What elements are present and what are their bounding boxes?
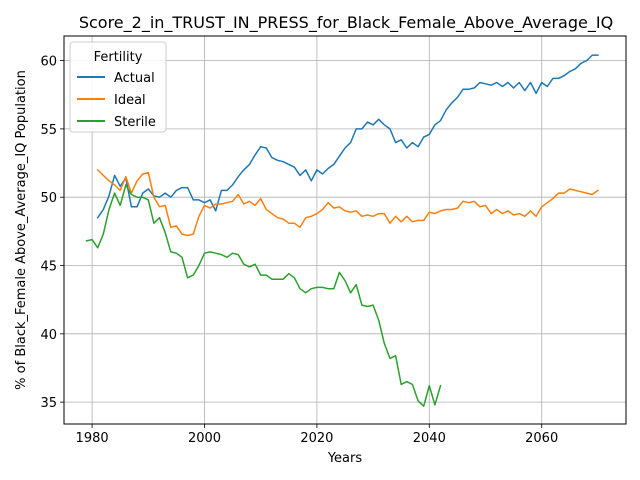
y-axis-label: % of Black_Female Above_Average_IQ Popul…: [14, 70, 29, 390]
x-tick-label: 2040: [413, 431, 446, 446]
y-tick-label: 40: [40, 328, 57, 343]
legend-label-ideal: Ideal: [114, 93, 146, 108]
y-tick-label: 55: [40, 123, 57, 138]
series-line-ideal: [96, 168, 599, 237]
chart-title: Score_2_in_TRUST_IN_PRESS_for_Black_Fema…: [79, 13, 613, 33]
y-tick-label: 60: [40, 55, 57, 70]
series-lines: [85, 54, 599, 407]
x-tick-label: 2020: [300, 431, 333, 446]
legend: Fertility Actual Ideal Sterile: [69, 41, 167, 133]
x-tick-label: 1980: [76, 431, 109, 446]
plot-frame: [63, 35, 627, 425]
series-line-actual: [96, 54, 599, 219]
legend-label-sterile: Sterile: [114, 115, 156, 130]
legend-label-actual: Actual: [114, 71, 155, 86]
x-axis-label: Years: [327, 451, 363, 466]
legend-title: Fertility: [94, 50, 143, 65]
y-tick-label: 50: [40, 191, 57, 206]
y-tick-label: 35: [40, 396, 57, 411]
y-tick-label: 45: [40, 260, 57, 275]
axis-ticks: 1980 2000 2020 2040 2060 35 40 45 50 55 60: [40, 55, 558, 446]
series-line-sterile: [85, 184, 442, 407]
x-tick-label: 2060: [525, 431, 558, 446]
x-tick-label: 2000: [188, 431, 221, 446]
legend-box: [69, 41, 167, 133]
